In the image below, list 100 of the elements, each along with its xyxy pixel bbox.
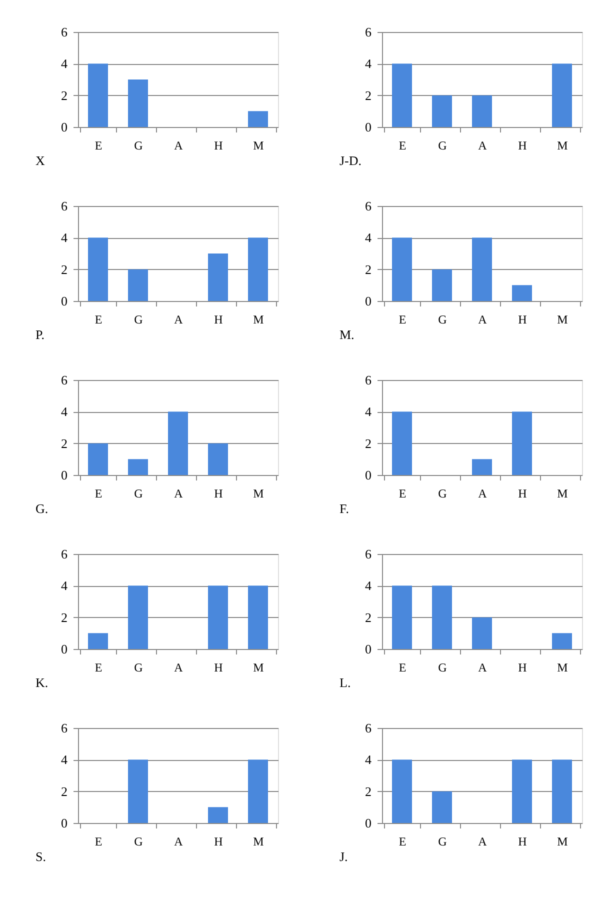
bar	[472, 617, 492, 649]
text: P.	[36, 327, 45, 342]
bar	[392, 238, 412, 301]
x-tick-label: H	[214, 834, 224, 848]
y-tick-label: 0	[365, 294, 372, 308]
x-tick-label: G	[438, 834, 448, 848]
y-tick-label: 2	[61, 784, 68, 799]
y-tick-label: 0	[365, 120, 372, 134]
x-tick-label: H	[518, 834, 528, 848]
y-tick-label: 2	[61, 610, 68, 625]
x-tick-label: E	[94, 312, 102, 326]
y-tick-label: 4	[365, 404, 372, 420]
text: K.	[36, 675, 48, 690]
x-tick-label: A	[174, 486, 184, 500]
y-tick-label: 0	[61, 294, 68, 308]
y-tick-label: 2	[365, 88, 372, 103]
x-tick-label: G	[438, 486, 448, 500]
y-tick-label: 0	[61, 642, 68, 656]
y-tick-label: 4	[61, 404, 68, 420]
x-tick-label: H	[518, 660, 528, 674]
x-tick-label: H	[518, 486, 528, 500]
x-tick-label: A	[478, 660, 488, 674]
x-tick-label: G	[134, 660, 144, 674]
bar	[432, 586, 452, 649]
y-tick-label: 6	[61, 372, 68, 388]
x-tick-label: A	[174, 834, 184, 848]
bar	[248, 111, 268, 127]
y-tick-label: 0	[365, 468, 372, 482]
x-tick-label: A	[478, 834, 488, 848]
x-tick-label: E	[398, 486, 406, 500]
x-tick-label: M	[557, 834, 568, 848]
bar	[392, 586, 412, 649]
x-tick-label: G	[134, 834, 144, 848]
y-tick-label: 4	[365, 578, 372, 594]
y-tick-label: 4	[61, 752, 68, 768]
x-tick-label: H	[214, 312, 224, 326]
x-tick-label: G	[438, 312, 448, 326]
x-tick-label: A	[174, 660, 184, 674]
x-tick-label: G	[134, 138, 144, 152]
bar	[512, 285, 532, 301]
x-tick-label: E	[94, 660, 102, 674]
text: G.	[36, 501, 48, 516]
y-tick-label: 6	[365, 720, 372, 736]
bar	[432, 269, 452, 301]
x-tick-label: G	[134, 312, 144, 326]
bar	[208, 254, 228, 301]
x-tick-label: E	[398, 660, 406, 674]
y-tick-label: 2	[61, 88, 68, 103]
x-tick-label: M	[557, 138, 568, 152]
text: M.	[340, 327, 354, 342]
bar	[88, 64, 108, 127]
x-tick-label: M	[253, 138, 264, 152]
x-tick-label: E	[398, 312, 406, 326]
bar	[128, 80, 148, 127]
x-tick-label: H	[214, 138, 224, 152]
x-tick-label: E	[398, 834, 406, 848]
y-tick-label: 0	[61, 468, 68, 482]
y-tick-label: 2	[61, 436, 68, 451]
x-tick-label: H	[214, 660, 224, 674]
y-tick-label: 0	[61, 120, 68, 134]
y-tick-label: 4	[365, 752, 372, 768]
x-tick-label: M	[557, 486, 568, 500]
y-tick-label: 6	[61, 198, 68, 214]
y-tick-label: 4	[365, 230, 372, 246]
y-tick-label: 4	[61, 230, 68, 246]
x-tick-label: G	[438, 138, 448, 152]
text: F.	[340, 501, 349, 516]
x-tick-label: M	[557, 660, 568, 674]
y-tick-label: 6	[61, 720, 68, 736]
x-tick-label: H	[518, 138, 528, 152]
y-tick-label: 6	[61, 24, 68, 40]
x-tick-label: M	[253, 312, 264, 326]
x-tick-label: M	[253, 660, 264, 674]
bar	[88, 238, 108, 301]
x-tick-label: G	[438, 660, 448, 674]
y-tick-label: 6	[365, 546, 372, 562]
y-tick-label: 4	[365, 56, 372, 72]
y-tick-label: 2	[365, 610, 372, 625]
x-tick-label: A	[478, 138, 488, 152]
x-tick-label: M	[557, 312, 568, 326]
y-tick-label: 2	[365, 262, 372, 277]
x-tick-label: M	[253, 834, 264, 848]
y-tick-label: 6	[365, 372, 372, 388]
bar	[248, 238, 268, 301]
y-tick-label: 2	[61, 262, 68, 277]
y-tick-label: 0	[365, 816, 372, 830]
x-tick-label: H	[518, 312, 528, 326]
bar	[128, 269, 148, 301]
bar	[88, 443, 108, 475]
bar	[472, 238, 492, 301]
x-tick-label: E	[94, 138, 102, 152]
text: X	[36, 153, 46, 168]
x-tick-label: A	[478, 312, 488, 326]
text: J.	[340, 849, 348, 864]
x-tick-label: A	[174, 312, 184, 326]
x-tick-label: H	[214, 486, 224, 500]
bar	[552, 633, 572, 649]
x-tick-label: G	[134, 486, 144, 500]
text: L.	[340, 675, 351, 690]
text: J-D.	[340, 153, 362, 168]
